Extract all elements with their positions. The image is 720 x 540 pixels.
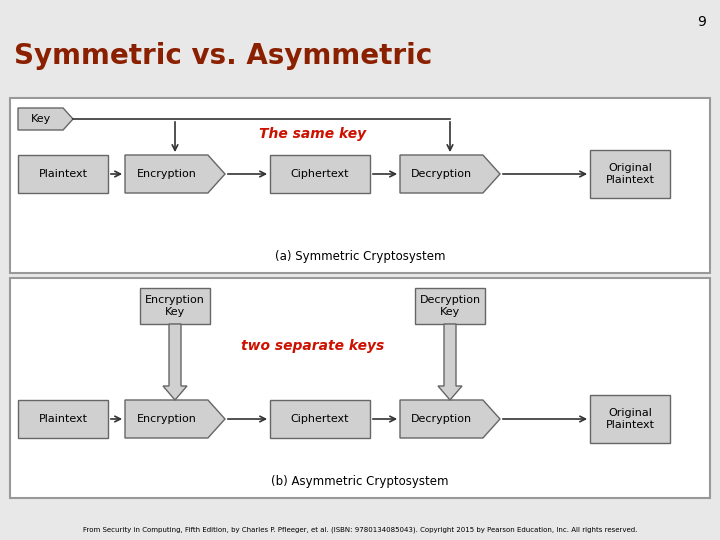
Polygon shape [400,400,500,438]
Text: Symmetric vs. Asymmetric: Symmetric vs. Asymmetric [14,42,432,70]
Text: From Security in Computing, Fifth Edition, by Charles P. Pfleeger, et al. (ISBN:: From Security in Computing, Fifth Editio… [83,526,637,534]
Polygon shape [400,155,500,193]
Text: Plaintext: Plaintext [38,169,88,179]
Polygon shape [438,324,462,400]
Text: Encryption
Key: Encryption Key [145,295,205,317]
Text: Decryption: Decryption [411,414,472,424]
Text: Plaintext: Plaintext [38,414,88,424]
Text: The same key: The same key [259,127,366,141]
Polygon shape [18,108,73,130]
Polygon shape [125,400,225,438]
Text: Decryption
Key: Decryption Key [420,295,480,317]
Text: Key: Key [30,114,50,124]
FancyBboxPatch shape [18,400,108,438]
FancyBboxPatch shape [10,278,710,498]
FancyBboxPatch shape [590,395,670,443]
Text: Original
Plaintext: Original Plaintext [606,163,654,185]
Polygon shape [125,155,225,193]
Text: Encryption: Encryption [137,414,197,424]
Text: Original
Plaintext: Original Plaintext [606,408,654,430]
Polygon shape [163,324,187,400]
FancyBboxPatch shape [18,155,108,193]
Text: Encryption: Encryption [137,169,197,179]
Text: two separate keys: two separate keys [241,339,384,353]
Text: Ciphertext: Ciphertext [291,414,349,424]
Text: (a) Symmetric Cryptosystem: (a) Symmetric Cryptosystem [275,250,445,263]
Text: Ciphertext: Ciphertext [291,169,349,179]
FancyBboxPatch shape [10,98,710,273]
Text: 9: 9 [697,15,706,29]
FancyBboxPatch shape [590,150,670,198]
FancyBboxPatch shape [270,400,370,438]
FancyBboxPatch shape [140,288,210,324]
Text: Decryption: Decryption [411,169,472,179]
FancyBboxPatch shape [415,288,485,324]
FancyBboxPatch shape [270,155,370,193]
Text: (b) Asymmetric Cryptosystem: (b) Asymmetric Cryptosystem [271,475,449,488]
